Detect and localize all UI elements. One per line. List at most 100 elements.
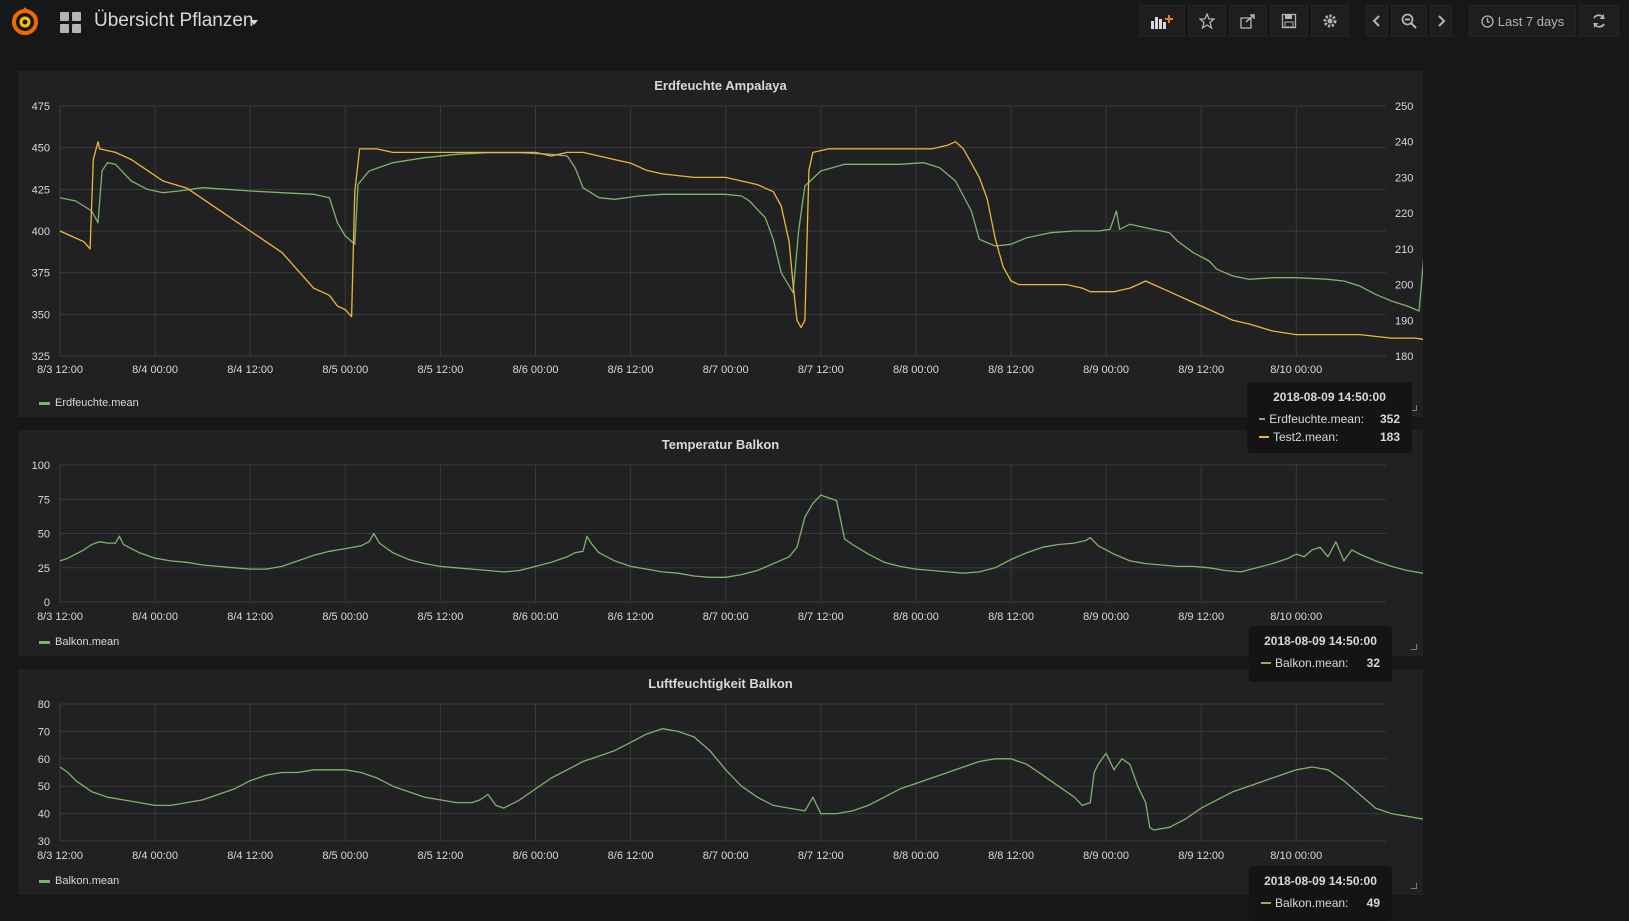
y2-tick-label: 190 (1395, 315, 1413, 327)
tooltip-swatch (1261, 662, 1271, 664)
tooltip-time: 2018-08-09 14:50:00 (1264, 874, 1377, 888)
panel-temperatur: Temperatur Balkon 100 75 50 25 0 8/3 12:00 8/4… (18, 430, 1423, 656)
x-tick-label: 8/7 12:00 (798, 611, 844, 623)
add-panel-button[interactable] (1139, 5, 1185, 37)
panel-title[interactable]: Erdfeuchte Ampalaya (654, 78, 787, 93)
y-tick-label: 0 (44, 597, 50, 609)
legend-item[interactable]: Balkon.mean (39, 636, 119, 648)
y2-tick-label: 240 (1395, 137, 1413, 149)
resize-handle[interactable] (1411, 883, 1417, 889)
x-tick-label: 8/6 12:00 (608, 850, 654, 862)
tooltip-label: Balkon.mean: (1275, 656, 1349, 670)
x-tick-label: 8/4 12:00 (227, 364, 273, 376)
x-tick-label: 8/9 00:00 (1083, 364, 1129, 376)
panel-title[interactable]: Temperatur Balkon (661, 437, 780, 452)
refresh-button[interactable] (1579, 5, 1619, 37)
clock-icon (1481, 14, 1494, 28)
x-tick-label: 8/8 12:00 (988, 850, 1034, 862)
x-tick-label: 8/9 12:00 (1178, 850, 1224, 862)
legend-label: Erdfeuchte.mean (55, 397, 139, 409)
chart-temperatur[interactable]: 100 75 50 25 0 8/3 12:00 8/4 00:00 8/4 12:00 8/5… (18, 450, 1423, 630)
legend-label: Balkon.mean (55, 875, 120, 887)
x-tick-label: 8/8 12:00 (988, 611, 1034, 623)
time-back-button[interactable] (1366, 5, 1388, 37)
tooltip-row: Balkon.mean: 49 (1261, 894, 1380, 912)
x-tick-label: 8/8 00:00 (893, 611, 939, 623)
x-tick-label: 8/5 12:00 (417, 850, 463, 862)
hover-tooltip: 2018-08-09 14:50:00 Balkon.mean: 49 (1249, 866, 1392, 921)
chart-luftfeuchtigkeit[interactable]: 80 70 60 50 40 30 8/3 12:00 8/4 00:00 8/4 12:00 8… (18, 689, 1423, 869)
settings-button[interactable] (1311, 5, 1349, 37)
x-tick-label: 8/9 00:00 (1083, 611, 1129, 623)
share-button[interactable] (1229, 5, 1267, 37)
legend-item[interactable]: Erdfeuchte.mean (39, 397, 139, 409)
legend-swatch (39, 401, 50, 405)
dashboard-grid-icon[interactable] (60, 12, 81, 33)
tooltip-value: 49 (1366, 896, 1380, 910)
star-button[interactable] (1188, 5, 1226, 37)
y-tick-label: 100 (32, 460, 50, 472)
x-tick-label: 8/9 12:00 (1178, 611, 1224, 623)
chevron-left-icon (1372, 15, 1380, 27)
y-tick-label: 450 (32, 143, 50, 155)
y-tick-label: 30 (38, 836, 50, 848)
chevron-right-icon (1438, 15, 1446, 27)
x-tick-label: 8/7 12:00 (798, 850, 844, 862)
y-tick-label: 425 (32, 184, 50, 196)
x-tick-label: 8/6 00:00 (513, 611, 559, 623)
dashboard-title[interactable]: Übersicht Pflanzen (94, 10, 254, 31)
x-tick-label: 8/4 12:00 (227, 850, 273, 862)
legend-swatch (39, 879, 50, 883)
y-tick-label: 50 (38, 781, 50, 793)
time-forward-button[interactable] (1430, 5, 1452, 37)
y-tick-label: 325 (32, 351, 50, 363)
x-tick-label: 8/4 00:00 (132, 850, 178, 862)
panel-title[interactable]: Luftfeuchtigkeit Balkon (648, 676, 793, 691)
time-range-label: Last 7 days (1497, 13, 1565, 29)
legend-swatch (39, 640, 50, 644)
y2-tick-label: 230 (1395, 172, 1413, 184)
tooltip-value: 32 (1366, 656, 1380, 670)
y-tick-label: 70 (38, 726, 50, 738)
top-navbar: Übersicht Pflanzen Last 7 days (0, 0, 1629, 44)
time-range-picker[interactable]: Last 7 days (1469, 5, 1576, 37)
x-tick-label: 8/7 12:00 (798, 364, 844, 376)
save-icon (1281, 13, 1297, 29)
x-tick-label: 8/8 00:00 (893, 850, 939, 862)
chart-erdfeuchte[interactable]: 475 450 425 400 375 350 325 250 240 230 220 210 200 1… (18, 91, 1423, 391)
add-panel-icon (1151, 15, 1173, 29)
tooltip-row: Erdfeuchte.mean: 352 (1259, 410, 1400, 428)
chevron-down-icon[interactable] (250, 20, 258, 25)
y-tick-label: 50 (38, 529, 50, 541)
tooltip-row: Test2.mean: 183 (1259, 428, 1400, 446)
x-tick-label: 8/7 00:00 (703, 611, 749, 623)
tooltip-label: Test2.mean: (1273, 430, 1339, 444)
hover-tooltip: 2018-08-09 14:50:00 Erdfeuchte.mean: 352… (1247, 382, 1412, 453)
tooltip-swatch (1259, 436, 1269, 438)
x-tick-label: 8/10 00:00 (1270, 364, 1322, 376)
y-tick-label: 40 (38, 809, 50, 821)
x-tick-label: 8/7 00:00 (703, 850, 749, 862)
resize-handle[interactable] (1411, 405, 1417, 411)
x-tick-label: 8/9 12:00 (1178, 364, 1224, 376)
y-tick-label: 60 (38, 754, 50, 766)
zoom-out-button[interactable] (1391, 5, 1427, 37)
x-tick-label: 8/4 00:00 (132, 611, 178, 623)
tooltip-row: Balkon.mean: 32 (1261, 654, 1380, 672)
x-tick-label: 8/3 12:00 (37, 850, 83, 862)
resize-handle[interactable] (1411, 644, 1417, 650)
y-tick-label: 25 (38, 563, 50, 575)
panel-erdfeuchte: Erdfeuchte Ampalaya 475 450 425 400 375 350 32… (18, 71, 1423, 417)
zoom-out-icon (1401, 13, 1417, 29)
x-tick-label: 8/10 00:00 (1270, 611, 1322, 623)
grafana-logo-icon[interactable] (9, 5, 41, 37)
legend-item[interactable]: Balkon.mean (39, 875, 119, 887)
y-tick-label: 80 (38, 699, 50, 711)
y-tick-label: 475 (32, 101, 50, 113)
save-button[interactable] (1270, 5, 1308, 37)
tooltip-value: 183 (1379, 430, 1400, 444)
x-tick-label: 8/6 00:00 (513, 850, 559, 862)
x-tick-label: 8/8 00:00 (893, 364, 939, 376)
x-tick-label: 8/7 00:00 (703, 364, 749, 376)
legend-label: Balkon.mean (55, 636, 120, 648)
